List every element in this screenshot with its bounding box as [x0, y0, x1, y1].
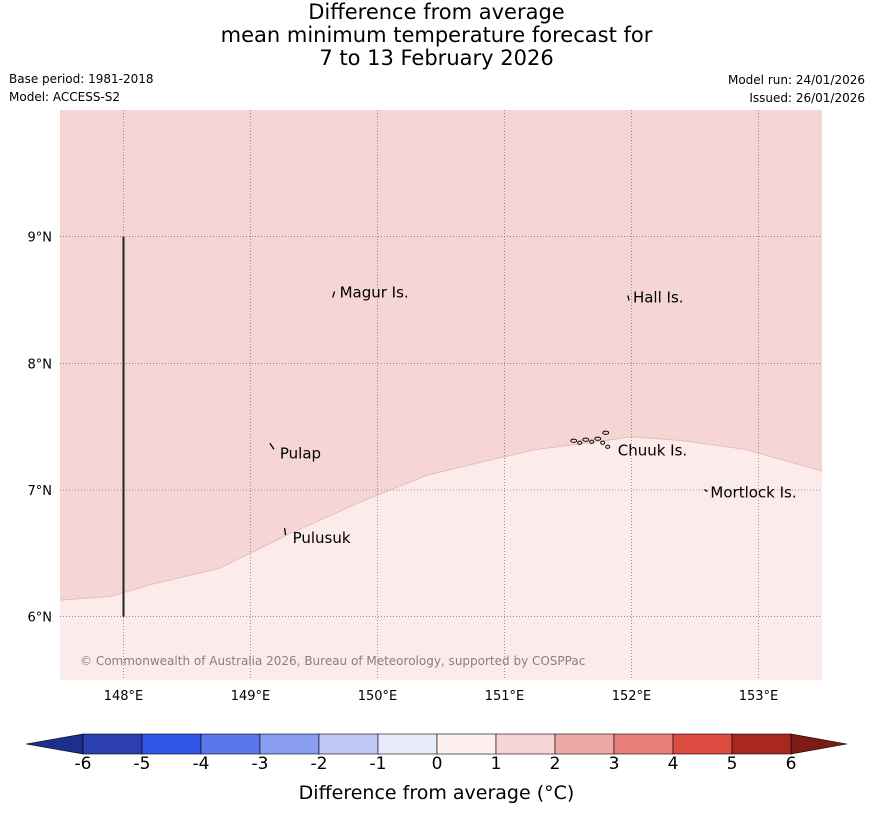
place-label: Hall Is. [633, 288, 684, 306]
colorbar-tick-label: 3 [608, 754, 620, 774]
meta-left: Base period: 1981-2018 Model: ACCESS-S2 [9, 70, 154, 106]
colorbar-swatch [495, 733, 556, 755]
colorbar-tick-label: -2 [310, 754, 328, 774]
colorbar-tick-label: -1 [369, 754, 387, 774]
colorbar-swatch [613, 733, 674, 755]
lon-tick-label: 148°E [104, 689, 144, 704]
island-outline [577, 440, 583, 445]
place-label: Chuuk Is. [618, 442, 687, 460]
colorbar-tick-label: -3 [251, 754, 269, 774]
colorbar-swatch [377, 733, 438, 755]
colorbar-swatch [672, 733, 733, 755]
lon-tick-label: 149°E [231, 689, 271, 704]
island-outline [283, 528, 287, 536]
colorbar-tick-label: -5 [133, 754, 151, 774]
island-outline [704, 488, 708, 493]
colorbar-tick-label: -4 [192, 754, 210, 774]
meta-right: Model run: 24/01/2026 Issued: 26/01/2026 [728, 71, 865, 107]
island-outline [582, 437, 590, 442]
colorbar-tick-label: 0 [431, 754, 443, 774]
copyright-notice: © Commonwealth of Australia 2026, Bureau… [80, 654, 585, 668]
lat-tick-label: 8°N [28, 357, 53, 372]
base-period: Base period: 1981-2018 [9, 72, 154, 86]
island-outline [627, 295, 630, 301]
issued-date: Issued: 26/01/2026 [749, 91, 865, 105]
colorbar-swatch [436, 733, 497, 755]
colorbar-swatch [318, 733, 379, 755]
lat-tick-label: 6°N [28, 611, 53, 626]
colorbar-tick-label: -6 [74, 754, 92, 774]
colorbar-tick-label: 6 [785, 754, 797, 774]
island-outline [594, 436, 602, 441]
colorbar-swatch [731, 733, 792, 755]
island-outline [331, 291, 336, 298]
island-outline [602, 430, 610, 435]
island-outline [605, 444, 611, 449]
colorbar-tick-label: 4 [667, 754, 679, 774]
lat-tick-label: 7°N [28, 484, 53, 499]
colorbar-title: Difference from average (°C) [298, 782, 575, 804]
model-name: Model: ACCESS-S2 [9, 90, 121, 104]
place-label: Mortlock Is. [710, 484, 796, 502]
lon-tick-label: 153°E [739, 689, 779, 704]
place-label: Pulap [280, 444, 321, 462]
colorbar-swatch [141, 733, 202, 755]
island-outline [600, 440, 606, 445]
colorbar-under-arrow [25, 733, 84, 755]
title-line-2: mean minimum temperature forecast for [220, 23, 653, 47]
colorbar-swatch [200, 733, 261, 755]
model-run: Model run: 24/01/2026 [727, 73, 865, 87]
colorbar-tick-label: 1 [490, 754, 502, 774]
lat-tick-label: 9°N [28, 231, 53, 246]
island-outline [570, 438, 578, 443]
colorbar-over-arrow [790, 733, 848, 755]
title-line-1: Difference from average [308, 0, 565, 24]
lon-tick-label: 150°E [358, 689, 398, 704]
island-outline [269, 442, 275, 450]
lon-tick-label: 152°E [612, 689, 652, 704]
colorbar-swatch [259, 733, 320, 755]
place-label: Magur Is. [340, 283, 409, 301]
place-label: Pulusuk [293, 529, 351, 547]
colorbar-swatch [82, 733, 143, 755]
colorbar-swatch [554, 733, 615, 755]
island-outline [589, 439, 595, 444]
colorbar-tick-label: 2 [549, 754, 561, 774]
title-line-3: 7 to 13 February 2026 [319, 46, 554, 70]
forecast-map: 148°E 149°E 150°E 151°E 152°E 153°E 6°N 7°N 8°N 9… [28, 110, 823, 704]
contour-line [59, 436, 823, 601]
chart-title: Difference from average mean minimum tem… [0, 1, 873, 70]
colorbar-tick-label: 5 [726, 754, 738, 774]
lon-tick-label: 151°E [485, 689, 525, 704]
